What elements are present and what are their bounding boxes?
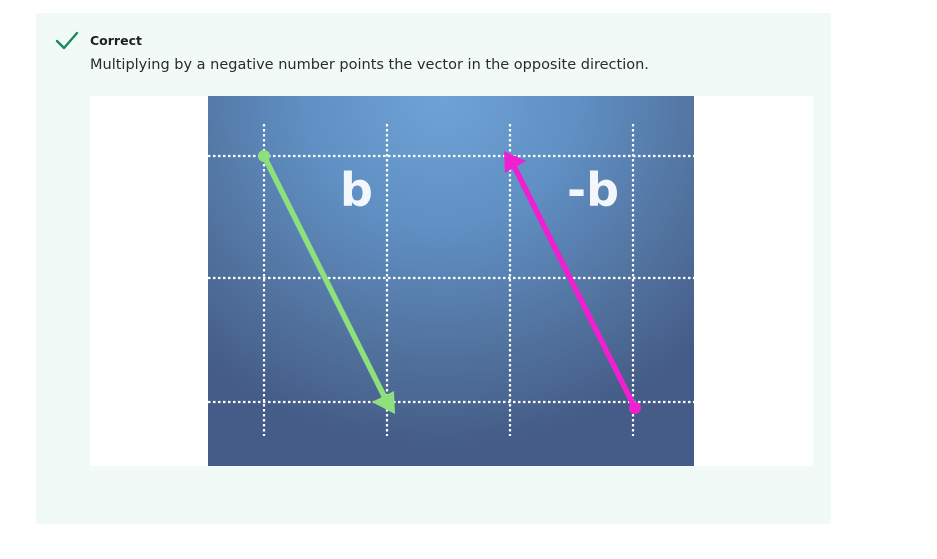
grid-lines <box>208 124 694 436</box>
vector-figure: b -b <box>208 96 694 466</box>
vector-b-label: b <box>340 163 373 217</box>
status-label: Correct <box>90 33 142 48</box>
vector-diagram: b -b <box>208 124 694 436</box>
vector-neg-b <box>504 151 641 414</box>
feedback-message: Multiplying by a negative number points … <box>90 57 649 73</box>
feedback-panel: Correct Multiplying by a negative number… <box>36 13 831 524</box>
checkmark-icon <box>55 31 79 50</box>
vector-neg-b-label: -b <box>567 163 619 217</box>
vector-b <box>258 150 395 414</box>
image-frame: b -b <box>90 96 813 466</box>
